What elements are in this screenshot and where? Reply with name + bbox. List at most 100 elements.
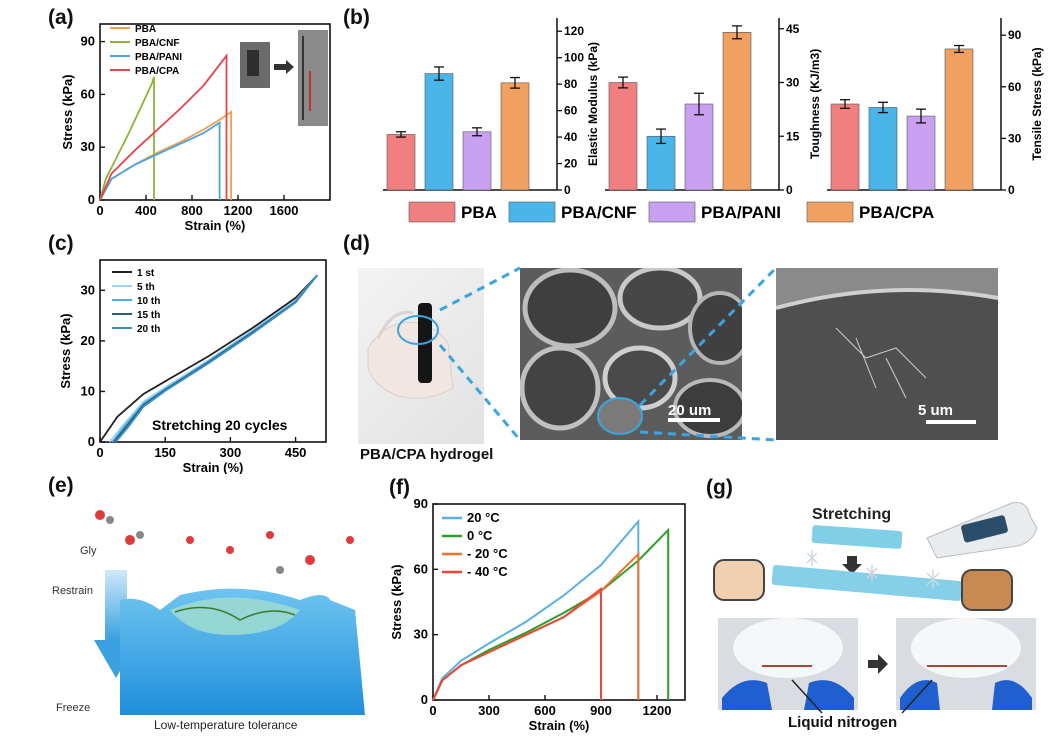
group-2-bar-2 (906, 115, 936, 191)
group-2-ytick-label-1: 30 (1008, 131, 1022, 145)
y-tick-label-1: 30 (414, 627, 428, 642)
plot-frame (99, 23, 331, 201)
plot-frame (99, 259, 327, 443)
sem-scale-label-2: 5 um (918, 402, 954, 419)
chart-f: 0 300 600 900 1200 0 30 60 90 Strain (%) Stress (k… (389, 496, 686, 733)
legend-swatch-1 (508, 201, 556, 223)
sem-scale-label-1: 20 um (668, 402, 712, 419)
legend-label-0: PBA (461, 203, 497, 222)
x-tick-label-2: 800 (181, 203, 203, 218)
liquid-nitrogen-label: Liquid nitrogen (788, 714, 898, 731)
legend-label-3: PBA/CPA (859, 203, 934, 222)
legend-label-0: 20 °C (467, 510, 500, 525)
group-0-ytick-label-1: 20 (564, 157, 578, 171)
group-1-ytick-label-2: 30 (786, 76, 800, 90)
group-2-ytick-label-3: 90 (1008, 28, 1022, 42)
sem-pores (520, 268, 742, 440)
gly-label: Gly (80, 545, 97, 557)
gly-molecules (95, 510, 354, 574)
legend-label-2: PBA/PANI (135, 52, 182, 63)
low-temp-scheme (94, 510, 365, 715)
series-line-0 (432, 518, 640, 701)
x-tick-label-3: 900 (590, 703, 612, 718)
stretch-down-arrow (842, 556, 862, 574)
y-tick-label-0: 0 (88, 434, 95, 449)
ln2-arrow (868, 654, 888, 674)
group-1-ytick-label-0: 0 (786, 183, 793, 197)
group-0-bar-2 (462, 131, 492, 191)
left-hand-icon (713, 559, 765, 601)
restrain-label: Restrain (52, 585, 93, 597)
y-tick-label-1: 30 (81, 139, 95, 154)
x-tick-label-3: 450 (285, 445, 307, 460)
panel-label-f: (f) (389, 476, 410, 499)
series-line-4 (114, 274, 319, 443)
chart-a: 0 400 800 1200 1600 0 30 60 90 Strain (%) Stress (… (60, 23, 331, 233)
group-1-bar-1 (646, 135, 676, 191)
x-tick-label-2: 600 (534, 703, 556, 718)
inset-arrow (274, 60, 294, 74)
y-tick-label-0: 0 (88, 192, 95, 207)
y-tick-label-3: 90 (81, 34, 95, 49)
group-1-bar-0 (608, 82, 638, 191)
group-0-ytick-label-5: 100 (564, 51, 584, 65)
sem-image-low-mag (520, 268, 742, 440)
legend-swatch-2 (648, 201, 696, 223)
x-tick-label-0: 0 (96, 445, 103, 460)
device-inset (240, 30, 328, 126)
freeze-label: Freeze (56, 702, 91, 714)
stretching-label: Stretching (812, 506, 892, 523)
y-tick-label-2: 20 (81, 333, 95, 348)
sem-fibers (776, 268, 998, 440)
panel-e-caption: Low-temperature tolerance (154, 718, 298, 732)
y-tick-label-2: 60 (414, 561, 428, 576)
hydrogel-hand-photo (358, 268, 484, 444)
thermometer-icon (926, 502, 1038, 559)
group-1-bar-2 (684, 103, 714, 191)
legend-swatch-0 (408, 201, 456, 223)
y-tick-label-3: 30 (81, 282, 95, 297)
y-axis-label: Stress (kPa) (389, 564, 404, 639)
y-tick-label-1: 10 (81, 383, 95, 398)
legend-label-2: PBA/PANI (701, 203, 781, 222)
hydrogel-stretched (771, 565, 963, 601)
panel-label-d: (d) (343, 232, 370, 255)
group-2-bar-0 (830, 103, 860, 191)
group-0-ytick-label-4: 80 (564, 77, 578, 91)
legend-label-2: - 20 °C (467, 546, 508, 561)
legend-label-1: PBA/CNF (561, 203, 637, 222)
y-axis-label: Stress (kPa) (60, 74, 75, 149)
x-axis-label: Strain (%) (185, 218, 246, 233)
panel-label-g: (g) (706, 476, 733, 499)
x-axis-label: Strain (%) (529, 718, 590, 733)
series-line-0 (99, 274, 318, 443)
x-tick-label-0: 0 (96, 203, 103, 218)
legend-label-0: PBA (135, 24, 156, 35)
y-tick-label-0: 0 (421, 692, 428, 707)
legend-swatch-3 (806, 201, 854, 223)
panel-label-b: (b) (343, 6, 370, 29)
x-tick-label-3: 1200 (224, 203, 253, 218)
panel-label-a: (a) (48, 6, 74, 29)
y-tick-label-2: 60 (81, 86, 95, 101)
plot-frame (432, 503, 686, 701)
group-0-ytick-label-3: 60 (564, 104, 578, 118)
group-2-ylabel: Tensile Stress (kPa) (1030, 47, 1044, 160)
series-line-3 (99, 53, 228, 201)
chart-annotation: Stretching 20 cycles (152, 417, 288, 433)
x-axis-label: Strain (%) (183, 460, 244, 474)
right-hand-icon (961, 569, 1013, 611)
group-2-ytick-label-2: 60 (1008, 80, 1022, 94)
x-tick-label-1: 300 (478, 703, 500, 718)
hydrogel-unstretched (811, 525, 903, 549)
legend-label-1: 0 °C (467, 528, 493, 543)
legend-label-3: 15 th (137, 310, 160, 321)
series-line-1 (99, 76, 155, 201)
group-0-bar-0 (386, 134, 416, 191)
panel-g-illustration (712, 498, 1052, 744)
hydrogel-caption: PBA/CPA hydrogel (360, 446, 494, 463)
hand-illustration (367, 303, 454, 399)
group-0-bar-1 (424, 73, 454, 191)
